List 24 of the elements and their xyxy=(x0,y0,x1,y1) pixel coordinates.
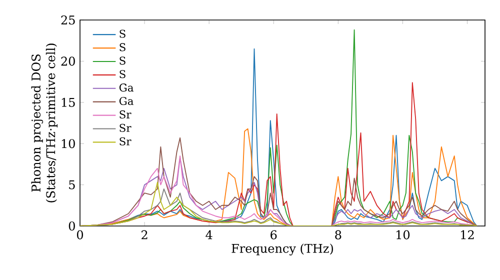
legend-label: S xyxy=(120,30,126,38)
y-tick-label: 25 xyxy=(61,15,75,25)
legend-label: S xyxy=(120,43,126,52)
x-tick-label: 12 xyxy=(461,230,474,240)
legend-label: Sr xyxy=(120,124,132,132)
x-tick-label: 10 xyxy=(396,230,410,240)
x-tick-label: 6 xyxy=(270,230,277,240)
legend-label: Sr xyxy=(120,110,132,118)
y-tick-label: 0 xyxy=(68,221,75,231)
x-tick-label: 8 xyxy=(335,230,342,240)
x-axis-title: Frequency (THz) xyxy=(232,244,333,256)
x-tick-label: 0 xyxy=(76,230,84,240)
y-axis-title: Phonon projected DOS (States/THz·primitive cell) xyxy=(31,44,58,202)
x-tick-label: 4 xyxy=(206,230,212,240)
legend-label: S xyxy=(120,70,126,78)
y-tick-label: 20 xyxy=(61,56,75,66)
legend-label: Sr xyxy=(120,137,132,146)
legend-label: Ga xyxy=(119,96,134,106)
y-tick-label: 5 xyxy=(69,180,75,190)
y-tick-label: 15 xyxy=(62,98,75,107)
y-tick-label: 10 xyxy=(62,139,75,148)
x-tick-label: 2 xyxy=(142,230,148,240)
legend-label: Ga xyxy=(119,84,134,92)
legend-label: S xyxy=(120,56,126,65)
